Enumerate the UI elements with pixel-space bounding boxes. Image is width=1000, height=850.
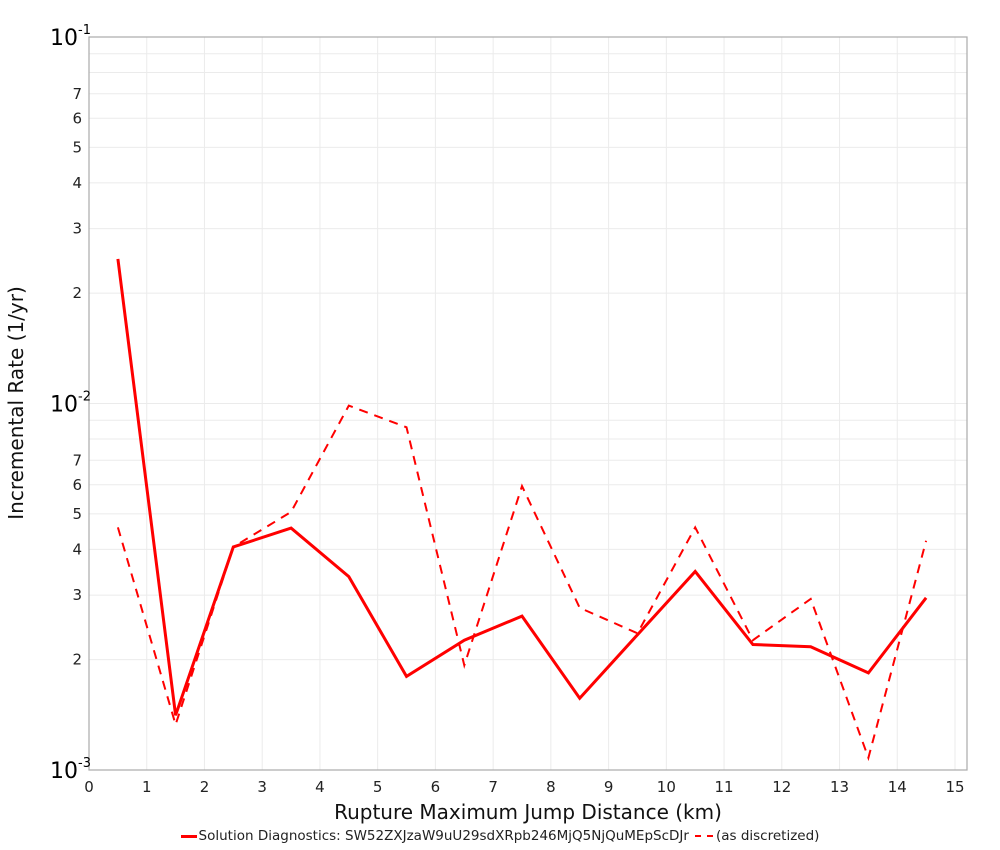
x-tick-label: 4 [315,778,325,796]
x-tick-label: 8 [546,778,556,796]
y-minor-tick-label: 4 [72,540,82,558]
x-tick-label: 15 [945,778,964,796]
y-axis-ticks: 10-1 10-2 10-3 2 3 4 5 6 7 2 3 4 5 6 7 [50,23,91,784]
y-minor-tick-label: 2 [72,284,82,302]
dashed-series-line [116,404,928,762]
x-tick-label: 7 [488,778,498,796]
x-tick-label: 6 [431,778,441,796]
legend-dashed-label: (as discretized) [715,828,820,844]
dashed-line-swatch-icon [694,835,713,837]
y-minor-tick-label: 7 [72,451,82,469]
y-decade-label: 10-1 [50,23,91,51]
solid-series-line [116,258,928,716]
plot-area-border [88,36,968,771]
y-minor-tick-label: 3 [72,220,82,238]
y-minor-tick-label: 7 [72,85,82,103]
y-decade-label: 10-2 [50,390,91,418]
y-minor-tick-label: 4 [72,174,82,192]
y-minor-tick-label: 6 [72,476,82,494]
x-tick-label: 2 [200,778,210,796]
y-minor-tick-label: 2 [72,651,82,669]
y-minor-tick-label: 5 [72,505,82,523]
y-decade-label: 10-3 [50,756,91,784]
x-tick-label: 11 [715,778,734,796]
x-tick-label: 13 [830,778,849,796]
y-minor-tick-label: 3 [72,586,82,604]
x-tick-label: 0 [84,778,94,796]
x-tick-label: 3 [257,778,267,796]
grid-lines [89,37,967,770]
legend-solid-label: Solution Diagnostics: SW52ZXJzaW9uU29sdX… [198,828,689,844]
x-tick-label: 14 [888,778,907,796]
x-axis-ticks: 0 1 2 3 4 5 6 7 8 9 10 11 12 13 14 15 [84,778,964,796]
y-axis-label: Incremental Rate (1/yr) [4,286,28,519]
data-series [116,258,928,762]
x-tick-label: 1 [142,778,152,796]
x-tick-label: 9 [604,778,614,796]
legend: Solution Diagnostics: SW52ZXJzaW9uU29sdX… [0,828,1000,844]
x-axis-label: Rupture Maximum Jump Distance (km) [334,800,722,824]
y-minor-tick-label: 5 [72,138,82,156]
x-tick-label: 5 [373,778,383,796]
solid-line-swatch-icon [180,834,197,838]
x-tick-label: 12 [772,778,791,796]
y-minor-tick-label: 6 [72,109,82,127]
x-tick-label: 10 [657,778,676,796]
